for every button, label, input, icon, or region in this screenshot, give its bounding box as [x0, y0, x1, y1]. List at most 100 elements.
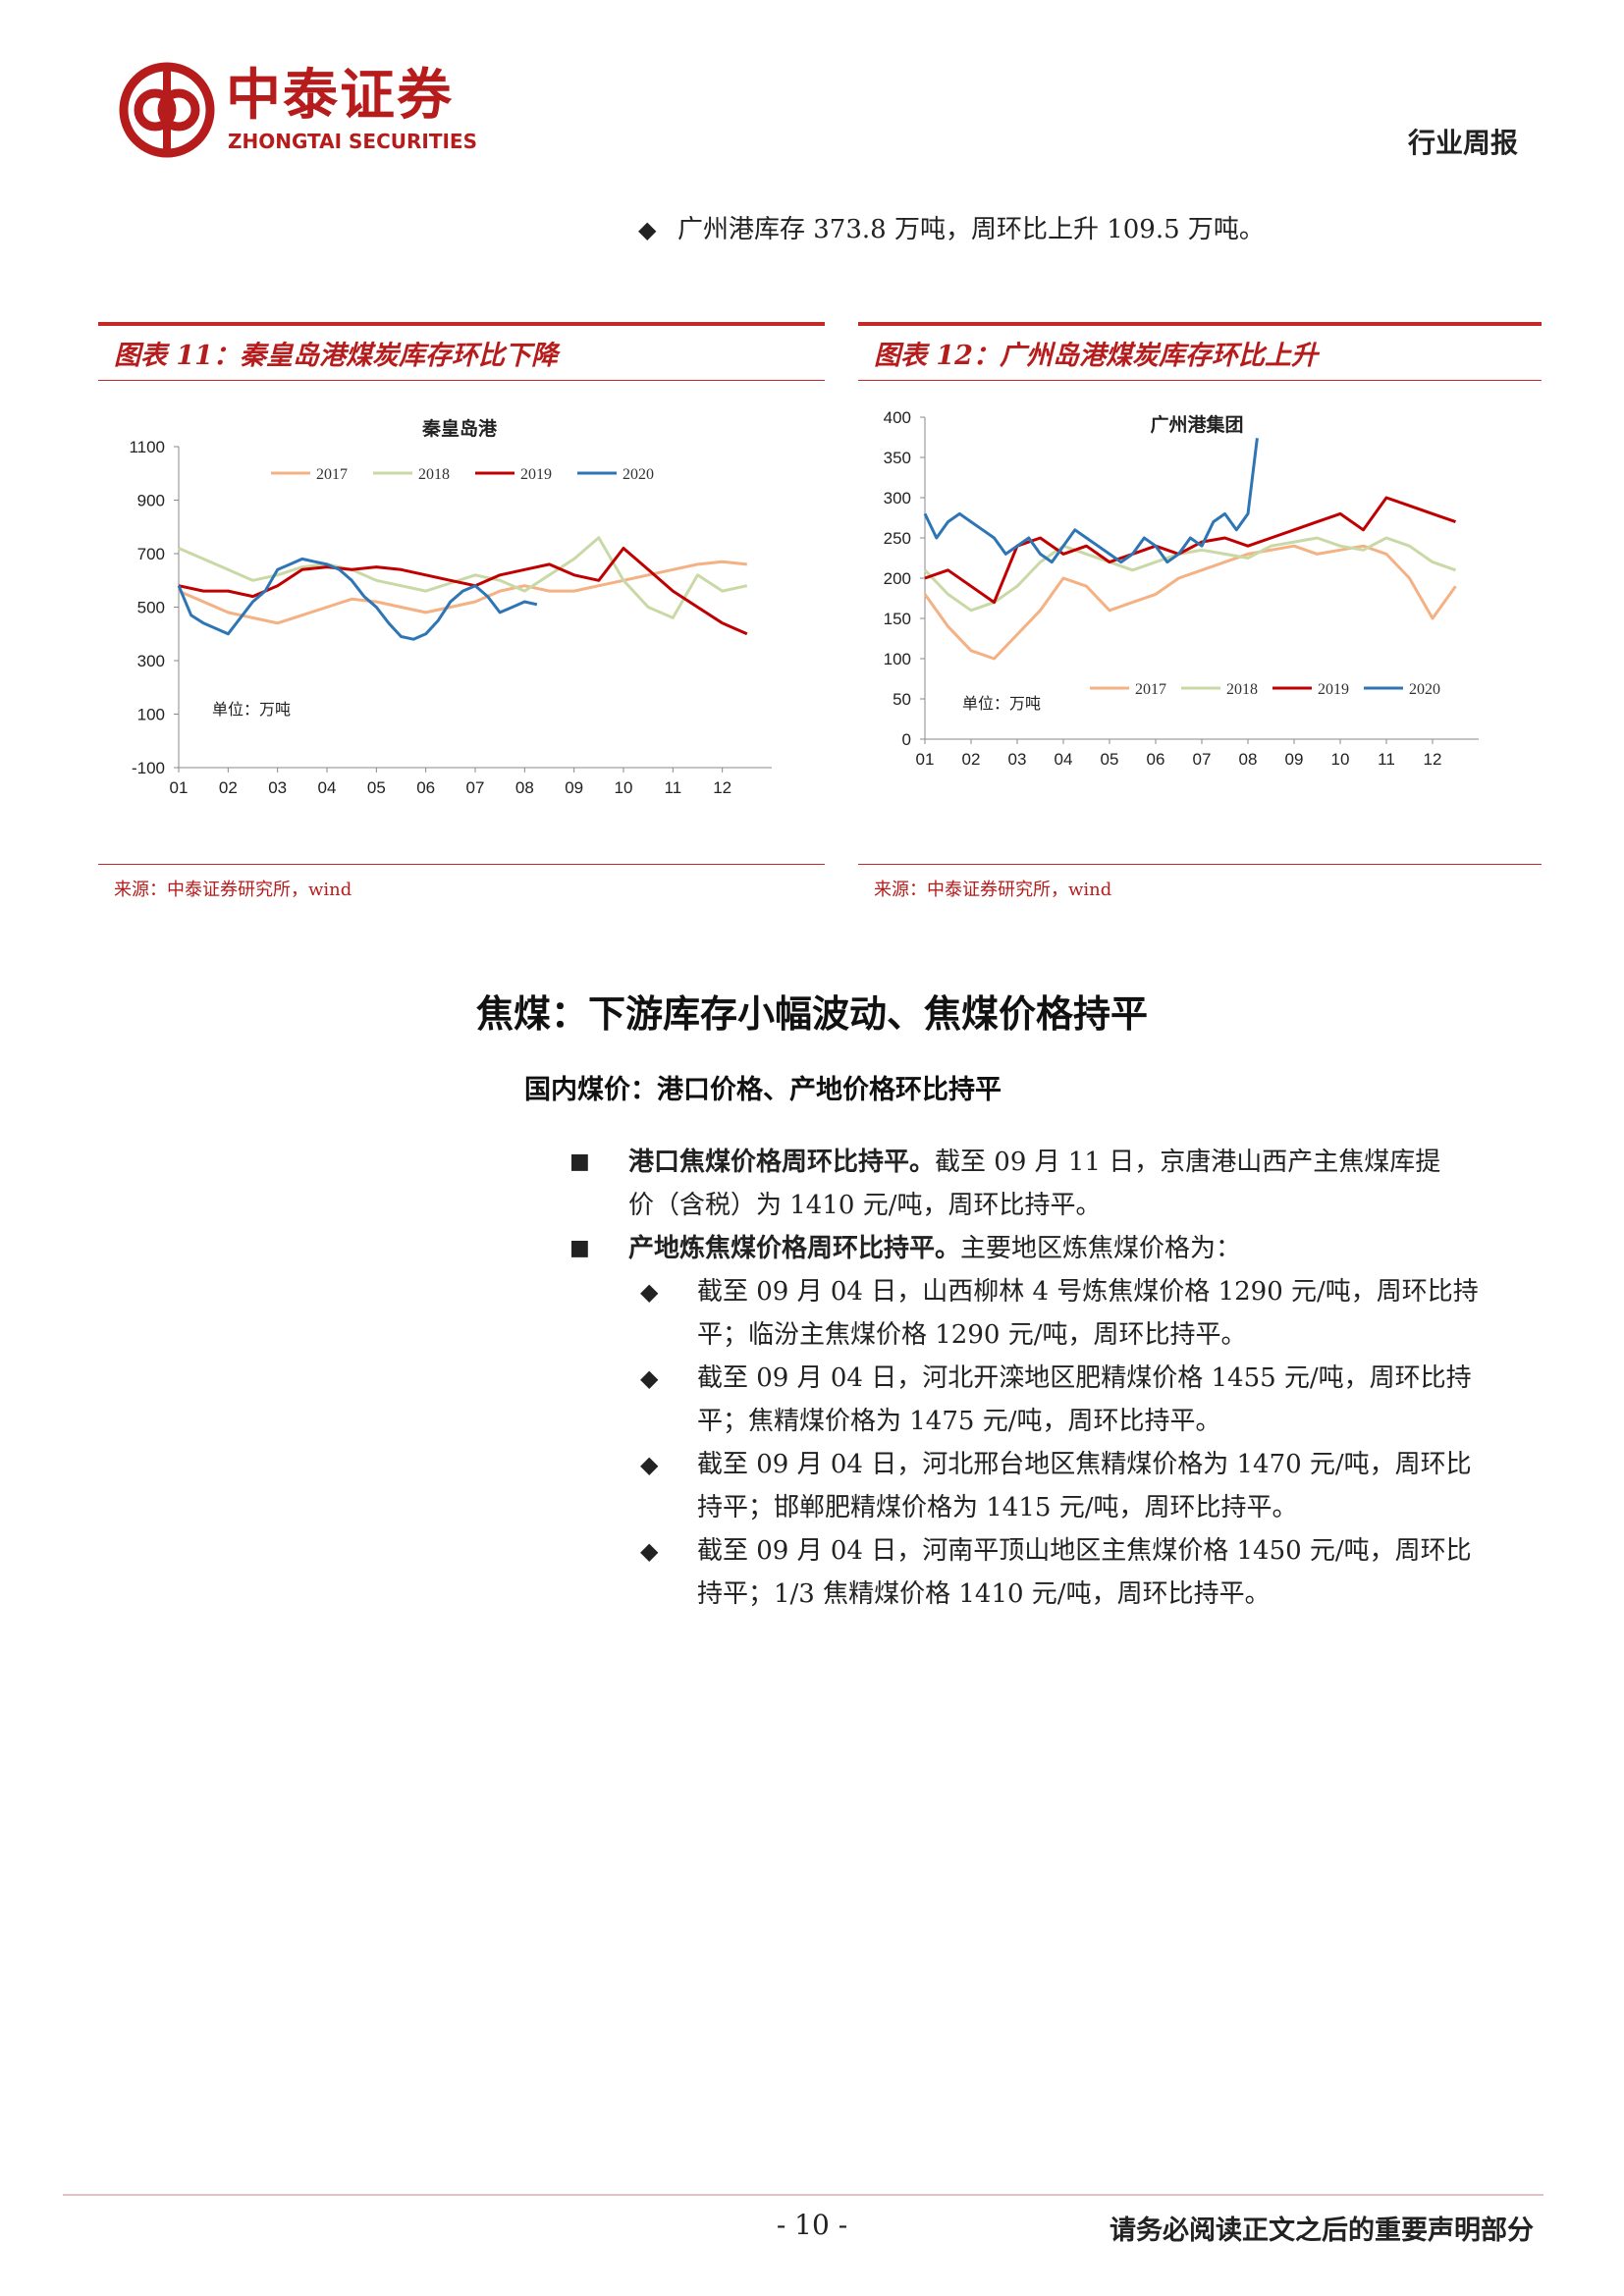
- legend-label-2018: 2018: [418, 466, 450, 483]
- y-tick-label: 1100: [129, 438, 165, 456]
- x-tick-label: 10: [1331, 750, 1350, 769]
- footer-rule: [63, 2194, 1543, 2196]
- diamond-bullet-icon: ◆: [638, 216, 657, 243]
- diamond-bullet-icon: ◆: [640, 1278, 659, 1306]
- point-origin-price-line1: 主要地区炼焦煤价格为：: [960, 1234, 1242, 1263]
- logo-chinese-name: 中泰证券: [226, 64, 454, 128]
- y-tick-label: -100: [132, 759, 165, 777]
- x-tick-label: 12: [1424, 750, 1442, 769]
- legend-label-2018: 2018: [1226, 681, 1258, 698]
- series-line-2018: [923, 536, 1456, 613]
- qinhuangdao-inventory-chart: 1100 900 700 500 300 100 -100 01 02 03 04 05 06 07 08 0…: [129, 417, 772, 797]
- y-tick-label: 150: [884, 610, 911, 628]
- legend-label-2017: 2017: [1135, 681, 1166, 698]
- guangzhou-inventory-chart: 400 350 300 250 200 150 100 50 0 01 02 03 04 05 06 07 08…: [884, 408, 1479, 769]
- legend-label-2017: 2017: [316, 466, 348, 483]
- x-tick-label: 09: [1285, 750, 1304, 769]
- x-tick-label: 02: [219, 778, 238, 797]
- x-tick-label: 01: [170, 778, 189, 797]
- x-tick-label: 03: [1008, 750, 1027, 769]
- y-tick-label: 50: [893, 690, 911, 709]
- y-tick-label: 100: [884, 650, 911, 668]
- point-origin-price-lead: 产地炼焦煤价格周环比持平。: [628, 1234, 961, 1263]
- x-tick-label: 08: [515, 778, 534, 797]
- figure-11-title: 图表 11：秦皇岛港煤炭库存环比下降: [114, 341, 558, 371]
- x-tick-label: 07: [1193, 750, 1212, 769]
- subpoint-shanxi-line1: 截至 09 月 04 日，山西柳林 4 号炼焦煤价格 1290 元/吨，周环比持: [697, 1277, 1479, 1307]
- chart-title: 秦皇岛港: [421, 417, 498, 440]
- page-number: - 10 -: [776, 2209, 848, 2241]
- square-bullet-icon: ■: [569, 1236, 590, 1260]
- legend-label-2019: 2019: [520, 466, 552, 483]
- figure-11-bottom-rule: [98, 864, 825, 865]
- subpoint-kailuan-line2: 平；焦精煤价格为 1475 元/吨，周环比持平。: [697, 1407, 1221, 1436]
- x-tick-label: 12: [713, 778, 731, 797]
- series-line-2020: [177, 557, 538, 641]
- report-type-label: 行业周报: [1407, 127, 1518, 159]
- y-tick-label: 100: [137, 706, 165, 724]
- diamond-bullet-icon: ◆: [640, 1451, 659, 1478]
- figure-11-source: 来源：中泰证券研究所，wind: [114, 880, 352, 900]
- x-tick-label: 05: [1101, 750, 1119, 769]
- legend-label-2020: 2020: [1409, 681, 1440, 698]
- diamond-bullet-icon: ◆: [640, 1537, 659, 1565]
- y-tick-label: 700: [137, 545, 165, 563]
- y-tick-label: 900: [137, 492, 165, 510]
- legend-label-2020: 2020: [623, 466, 654, 483]
- series-line-2017: [923, 544, 1457, 661]
- point-port-price-line1: 截至 09 月 11 日，京唐港山西产主焦煤库提: [935, 1148, 1441, 1177]
- series-line-2019: [178, 547, 748, 636]
- figure-11-panel: 图表 11：秦皇岛港煤炭库存环比下降: [98, 322, 825, 381]
- x-tick-label: 09: [565, 778, 583, 797]
- y-tick-label: 250: [884, 529, 911, 548]
- series-line-2019: [924, 496, 1456, 605]
- x-tick-label: 01: [916, 750, 935, 769]
- x-tick-label: 11: [1378, 750, 1395, 769]
- x-tick-label: 04: [1055, 750, 1073, 769]
- figure-11-title-rule: [98, 380, 825, 381]
- x-tick-label: 02: [962, 750, 981, 769]
- x-tick-label: 08: [1239, 750, 1258, 769]
- figure-12-title: 图表 12：广州岛港煤炭库存环比上升: [874, 341, 1318, 371]
- series-line-2020: [923, 438, 1259, 564]
- x-tick-label: 03: [268, 778, 287, 797]
- footer-disclaimer: 请务必阅读正文之后的重要声明部分: [1110, 2216, 1534, 2246]
- y-tick-label: 350: [884, 449, 911, 467]
- square-bullet-icon: ■: [569, 1149, 590, 1174]
- unit-note: 单位：万吨: [962, 694, 1041, 713]
- chart-title: 广州港集团: [1150, 413, 1243, 436]
- figure-12-source: 来源：中泰证券研究所，wind: [874, 880, 1112, 900]
- figure-11-top-rule: [98, 322, 825, 326]
- figure-12-panel: 图表 12：广州岛港煤炭库存环比上升: [858, 322, 1542, 381]
- company-logo: 中泰证券 ZHONGTAI SECURITIES: [118, 61, 491, 169]
- x-tick-label: 10: [615, 778, 633, 797]
- x-tick-label: 06: [1147, 750, 1165, 769]
- subpoint-kailuan-line1: 截至 09 月 04 日，河北开滦地区肥精煤价格 1455 元/吨，周环比持: [697, 1363, 1472, 1393]
- subpoint-shanxi-line2: 平；临汾主焦煤价格 1290 元/吨，周环比持平。: [697, 1320, 1247, 1350]
- section-title: 焦煤：下游库存小幅波动、焦煤价格持平: [475, 992, 1148, 1036]
- subpoint-pingdingshan-line2: 持平；1/3 焦精煤价格 1410 元/吨，周环比持平。: [697, 1579, 1271, 1609]
- point-port-price-lead: 港口焦煤价格周环比持平。: [628, 1148, 936, 1177]
- section-subheading: 国内煤价：港口价格、产地价格环比持平: [524, 1075, 1001, 1105]
- y-tick-label: 200: [884, 569, 911, 588]
- figure-12-title-rule: [858, 380, 1542, 381]
- x-tick-label: 07: [466, 778, 485, 797]
- x-tick-label: 11: [665, 778, 682, 797]
- subpoint-xingtai-line1: 截至 09 月 04 日，河北邢台地区焦精煤价格为 1470 元/吨，周环比: [697, 1450, 1472, 1479]
- point-port-price-line2: 价（含税）为 1410 元/吨，周环比持平。: [628, 1191, 1102, 1220]
- y-tick-label: 300: [137, 652, 165, 670]
- logo-english-name: ZHONGTAI SECURITIES: [228, 130, 477, 153]
- unit-note: 单位：万吨: [212, 700, 291, 719]
- intro-bullet-text: 广州港库存 373.8 万吨，周环比上升 109.5 万吨。: [677, 215, 1265, 244]
- intro-bullet: ◆ 广州港库存 373.8 万吨，周环比上升 109.5 万吨。: [638, 208, 1265, 251]
- y-tick-label: 300: [884, 489, 911, 507]
- y-tick-label: 500: [137, 599, 165, 617]
- x-tick-label: 05: [367, 778, 386, 797]
- logo-emblem-icon: [119, 62, 215, 158]
- diamond-bullet-icon: ◆: [640, 1364, 659, 1392]
- y-tick-label: 0: [902, 730, 911, 749]
- figure-12-top-rule: [858, 322, 1542, 326]
- legend-label-2019: 2019: [1318, 681, 1349, 698]
- x-tick-label: 04: [318, 778, 337, 797]
- subpoint-pingdingshan-line1: 截至 09 月 04 日，河南平顶山地区主焦煤价格 1450 元/吨，周环比: [697, 1536, 1472, 1566]
